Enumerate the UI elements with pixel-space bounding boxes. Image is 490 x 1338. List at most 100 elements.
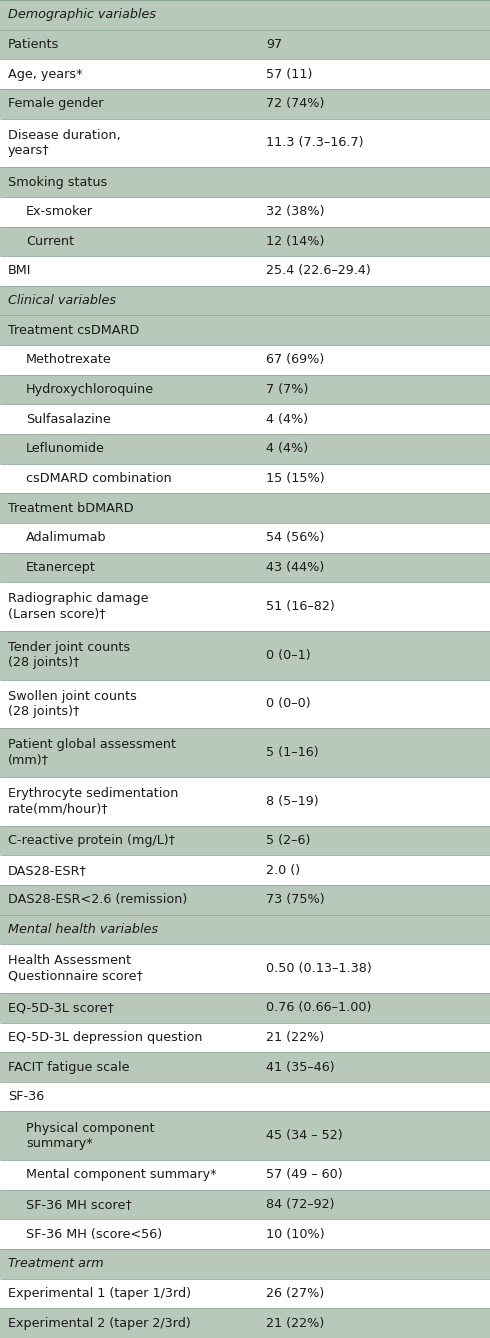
Text: Leflunomide: Leflunomide bbox=[26, 443, 105, 455]
Text: Treatment arm: Treatment arm bbox=[8, 1258, 103, 1270]
Text: 0.50 (0.13–1.38): 0.50 (0.13–1.38) bbox=[266, 962, 372, 975]
Text: SF-36 MH (score<56): SF-36 MH (score<56) bbox=[26, 1228, 162, 1240]
Text: Age, years*: Age, years* bbox=[8, 68, 83, 80]
Bar bbox=[0, 1082, 490, 1112]
Bar bbox=[0, 1250, 490, 1279]
Bar bbox=[0, 59, 490, 88]
Text: Swollen joint counts
(28 joints)†: Swollen joint counts (28 joints)† bbox=[8, 689, 137, 719]
Bar bbox=[0, 197, 490, 226]
Text: Hydroxychloroquine: Hydroxychloroquine bbox=[26, 383, 154, 396]
Bar bbox=[0, 582, 490, 632]
Bar bbox=[0, 119, 490, 167]
Text: 84 (72–92): 84 (72–92) bbox=[266, 1198, 335, 1211]
Text: 57 (49 – 60): 57 (49 – 60) bbox=[266, 1168, 343, 1181]
Bar bbox=[0, 167, 490, 197]
Bar bbox=[0, 286, 490, 316]
Bar bbox=[0, 434, 490, 464]
Bar bbox=[0, 1112, 490, 1160]
Bar bbox=[0, 88, 490, 119]
Bar bbox=[0, 256, 490, 286]
Text: FACIT fatigue scale: FACIT fatigue scale bbox=[8, 1061, 129, 1073]
Bar bbox=[0, 226, 490, 256]
Bar bbox=[0, 464, 490, 494]
Bar bbox=[0, 855, 490, 884]
Text: Treatment bDMARD: Treatment bDMARD bbox=[8, 502, 134, 515]
Text: Tender joint counts
(28 joints)†: Tender joint counts (28 joints)† bbox=[8, 641, 130, 669]
Bar bbox=[0, 1022, 490, 1052]
Text: 32 (38%): 32 (38%) bbox=[266, 205, 325, 218]
Text: SF-36 MH score†: SF-36 MH score† bbox=[26, 1198, 132, 1211]
Text: 11.3 (7.3–16.7): 11.3 (7.3–16.7) bbox=[266, 136, 364, 150]
Text: Mental component summary*: Mental component summary* bbox=[26, 1168, 217, 1181]
Text: Current: Current bbox=[26, 235, 74, 248]
Text: Smoking status: Smoking status bbox=[8, 175, 107, 189]
Text: 12 (14%): 12 (14%) bbox=[266, 235, 324, 248]
Bar bbox=[0, 1160, 490, 1189]
Bar bbox=[0, 632, 490, 680]
Text: csDMARD combination: csDMARD combination bbox=[26, 472, 172, 484]
Text: 45 (34 – 52): 45 (34 – 52) bbox=[266, 1129, 343, 1143]
Text: SF-36: SF-36 bbox=[8, 1090, 44, 1103]
Text: DAS28-ESR<2.6 (remission): DAS28-ESR<2.6 (remission) bbox=[8, 894, 187, 906]
Text: EQ-5D-3L depression question: EQ-5D-3L depression question bbox=[8, 1030, 202, 1044]
Text: 2.0 (): 2.0 () bbox=[266, 863, 300, 876]
Text: 0 (0–0): 0 (0–0) bbox=[266, 697, 311, 710]
Text: 97: 97 bbox=[266, 37, 282, 51]
Text: Demographic variables: Demographic variables bbox=[8, 8, 156, 21]
Bar bbox=[0, 404, 490, 434]
Text: 73 (75%): 73 (75%) bbox=[266, 894, 325, 906]
Text: 10 (10%): 10 (10%) bbox=[266, 1228, 325, 1240]
Bar bbox=[0, 523, 490, 553]
Text: Female gender: Female gender bbox=[8, 98, 103, 110]
Bar bbox=[0, 1309, 490, 1338]
Bar bbox=[0, 553, 490, 582]
Bar bbox=[0, 1219, 490, 1250]
Text: 5 (2–6): 5 (2–6) bbox=[266, 834, 311, 847]
Text: Physical component
summary*: Physical component summary* bbox=[26, 1121, 155, 1151]
Text: Ex-smoker: Ex-smoker bbox=[26, 205, 93, 218]
Bar bbox=[0, 993, 490, 1022]
Text: Health Assessment
Questionnaire score†: Health Assessment Questionnaire score† bbox=[8, 954, 143, 983]
Text: 8 (5–19): 8 (5–19) bbox=[266, 795, 319, 808]
Bar bbox=[0, 945, 490, 993]
Bar bbox=[0, 494, 490, 523]
Text: Radiographic damage
(Larsen score)†: Radiographic damage (Larsen score)† bbox=[8, 593, 148, 621]
Text: DAS28-ESR†: DAS28-ESR† bbox=[8, 863, 87, 876]
Text: 0 (0–1): 0 (0–1) bbox=[266, 649, 311, 662]
Text: Treatment csDMARD: Treatment csDMARD bbox=[8, 324, 139, 337]
Text: 7 (7%): 7 (7%) bbox=[266, 383, 309, 396]
Bar bbox=[0, 345, 490, 375]
Text: Patient global assessment
(mm)†: Patient global assessment (mm)† bbox=[8, 739, 176, 767]
Text: 5 (1–16): 5 (1–16) bbox=[266, 747, 319, 759]
Text: BMI: BMI bbox=[8, 265, 31, 277]
Bar bbox=[0, 29, 490, 59]
Text: 51 (16–82): 51 (16–82) bbox=[266, 599, 335, 613]
Bar bbox=[0, 826, 490, 855]
Text: 72 (74%): 72 (74%) bbox=[266, 98, 324, 110]
Bar bbox=[0, 728, 490, 777]
Text: Adalimumab: Adalimumab bbox=[26, 531, 107, 545]
Text: 41 (35–46): 41 (35–46) bbox=[266, 1061, 335, 1073]
Text: 67 (69%): 67 (69%) bbox=[266, 353, 324, 367]
Text: 57 (11): 57 (11) bbox=[266, 68, 313, 80]
Text: EQ-5D-3L score†: EQ-5D-3L score† bbox=[8, 1001, 114, 1014]
Bar bbox=[0, 777, 490, 826]
Text: 26 (27%): 26 (27%) bbox=[266, 1287, 324, 1301]
Text: Methotrexate: Methotrexate bbox=[26, 353, 112, 367]
Text: Patients: Patients bbox=[8, 37, 59, 51]
Text: 21 (22%): 21 (22%) bbox=[266, 1317, 324, 1330]
Text: Etanercept: Etanercept bbox=[26, 561, 96, 574]
Text: 4 (4%): 4 (4%) bbox=[266, 412, 308, 425]
Bar bbox=[0, 915, 490, 945]
Text: Sulfasalazine: Sulfasalazine bbox=[26, 412, 111, 425]
Text: Clinical variables: Clinical variables bbox=[8, 294, 116, 308]
Bar bbox=[0, 680, 490, 728]
Bar bbox=[0, 1052, 490, 1082]
Text: Mental health variables: Mental health variables bbox=[8, 923, 158, 935]
Text: 0.76 (0.66–1.00): 0.76 (0.66–1.00) bbox=[266, 1001, 371, 1014]
Text: 4 (4%): 4 (4%) bbox=[266, 443, 308, 455]
Text: 54 (56%): 54 (56%) bbox=[266, 531, 324, 545]
Bar bbox=[0, 1189, 490, 1219]
Text: Disease duration,
years†: Disease duration, years† bbox=[8, 128, 121, 157]
Text: C-reactive protein (mg/L)†: C-reactive protein (mg/L)† bbox=[8, 834, 175, 847]
